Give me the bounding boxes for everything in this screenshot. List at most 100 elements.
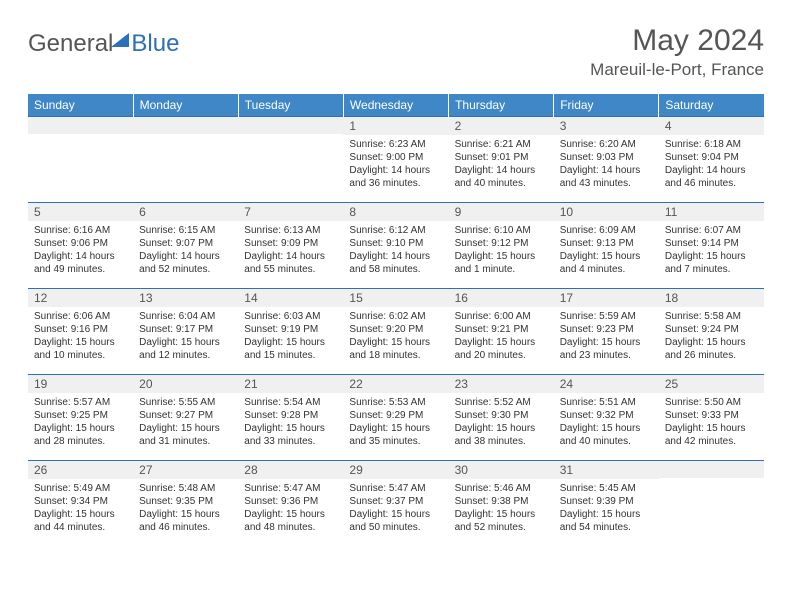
day-number: 25 [659,375,764,393]
calendar-cell: 16Sunrise: 6:00 AMSunset: 9:21 PMDayligh… [449,289,554,375]
day-detail-line: Sunset: 9:29 PM [349,409,442,422]
day-details [133,134,238,194]
day-number: 14 [238,289,343,307]
day-detail-line: Sunset: 9:19 PM [244,323,337,336]
day-number [238,117,343,134]
day-detail-line: Daylight: 14 hours [455,164,548,177]
calendar-cell [238,117,343,203]
day-detail-line: Sunrise: 6:04 AM [139,310,232,323]
day-detail-line: Daylight: 15 hours [665,250,758,263]
day-detail-line: Daylight: 15 hours [349,336,442,349]
day-number: 18 [659,289,764,307]
day-details: Sunrise: 5:49 AMSunset: 9:34 PMDaylight:… [28,479,133,538]
calendar-cell: 5Sunrise: 6:16 AMSunset: 9:06 PMDaylight… [28,203,133,289]
day-detail-line: Sunrise: 6:07 AM [665,224,758,237]
day-detail-line: Sunset: 9:21 PM [455,323,548,336]
calendar-cell: 8Sunrise: 6:12 AMSunset: 9:10 PMDaylight… [343,203,448,289]
day-details [238,134,343,194]
day-detail-line: and 55 minutes. [244,263,337,276]
calendar-cell: 20Sunrise: 5:55 AMSunset: 9:27 PMDayligh… [133,375,238,461]
day-detail-line: Sunrise: 5:58 AM [665,310,758,323]
day-detail-line: Sunrise: 5:50 AM [665,396,758,409]
calendar-cell: 3Sunrise: 6:20 AMSunset: 9:03 PMDaylight… [554,117,659,203]
day-detail-line: and 31 minutes. [139,435,232,448]
day-detail-line: Daylight: 14 hours [560,164,653,177]
day-detail-line: Sunrise: 5:57 AM [34,396,127,409]
day-detail-line: Sunrise: 6:10 AM [455,224,548,237]
day-number: 6 [133,203,238,221]
day-number: 9 [449,203,554,221]
calendar-cell: 15Sunrise: 6:02 AMSunset: 9:20 PMDayligh… [343,289,448,375]
day-detail-line: and 52 minutes. [455,521,548,534]
calendar-cell: 17Sunrise: 5:59 AMSunset: 9:23 PMDayligh… [554,289,659,375]
day-detail-line: Daylight: 15 hours [560,508,653,521]
day-detail-line: Sunset: 9:20 PM [349,323,442,336]
location-subtitle: Mareuil-le-Port, France [590,60,764,80]
month-title: May 2024 [590,24,764,58]
day-details: Sunrise: 5:55 AMSunset: 9:27 PMDaylight:… [133,393,238,452]
day-detail-line: and 54 minutes. [560,521,653,534]
day-detail-line: Sunrise: 6:23 AM [349,138,442,151]
day-details [659,478,764,538]
day-detail-line: Sunset: 9:37 PM [349,495,442,508]
day-number: 29 [343,461,448,479]
day-details: Sunrise: 6:06 AMSunset: 9:16 PMDaylight:… [28,307,133,366]
day-detail-line: Sunset: 9:38 PM [455,495,548,508]
day-detail-line: Daylight: 15 hours [139,336,232,349]
day-number: 10 [554,203,659,221]
day-detail-line: and 33 minutes. [244,435,337,448]
day-details: Sunrise: 6:04 AMSunset: 9:17 PMDaylight:… [133,307,238,366]
day-detail-line: Sunrise: 5:48 AM [139,482,232,495]
day-detail-line: Sunrise: 6:21 AM [455,138,548,151]
calendar-cell: 6Sunrise: 6:15 AMSunset: 9:07 PMDaylight… [133,203,238,289]
day-details: Sunrise: 5:50 AMSunset: 9:33 PMDaylight:… [659,393,764,452]
day-number [659,461,764,478]
day-detail-line: and 4 minutes. [560,263,653,276]
day-detail-line: Daylight: 15 hours [244,508,337,521]
day-detail-line: Daylight: 15 hours [455,508,548,521]
day-number [133,117,238,134]
calendar-cell: 29Sunrise: 5:47 AMSunset: 9:37 PMDayligh… [343,461,448,547]
day-detail-line: Sunset: 9:33 PM [665,409,758,422]
day-details [28,134,133,194]
day-detail-line: Sunrise: 6:03 AM [244,310,337,323]
day-detail-line: and 42 minutes. [665,435,758,448]
day-detail-line: Daylight: 15 hours [34,422,127,435]
calendar-cell: 10Sunrise: 6:09 AMSunset: 9:13 PMDayligh… [554,203,659,289]
day-detail-line: Sunset: 9:14 PM [665,237,758,250]
day-detail-line: Sunset: 9:06 PM [34,237,127,250]
day-detail-line: Sunrise: 6:00 AM [455,310,548,323]
day-details: Sunrise: 6:21 AMSunset: 9:01 PMDaylight:… [449,135,554,194]
logo-text-blue: Blue [131,30,179,58]
day-number: 26 [28,461,133,479]
day-detail-line: Daylight: 15 hours [349,422,442,435]
day-number: 31 [554,461,659,479]
day-detail-line: Sunrise: 6:16 AM [34,224,127,237]
day-details: Sunrise: 5:47 AMSunset: 9:36 PMDaylight:… [238,479,343,538]
day-number: 3 [554,117,659,135]
day-details: Sunrise: 5:54 AMSunset: 9:28 PMDaylight:… [238,393,343,452]
calendar-row: 1Sunrise: 6:23 AMSunset: 9:00 PMDaylight… [28,117,764,203]
day-detail-line: Daylight: 15 hours [455,250,548,263]
day-details: Sunrise: 5:46 AMSunset: 9:38 PMDaylight:… [449,479,554,538]
day-detail-line: Sunset: 9:25 PM [34,409,127,422]
day-detail-line: Sunset: 9:35 PM [139,495,232,508]
day-detail-line: Daylight: 14 hours [34,250,127,263]
day-details: Sunrise: 6:10 AMSunset: 9:12 PMDaylight:… [449,221,554,280]
day-detail-line: and 40 minutes. [455,177,548,190]
day-detail-line: Sunset: 9:17 PM [139,323,232,336]
day-number: 16 [449,289,554,307]
day-detail-line: Sunrise: 6:02 AM [349,310,442,323]
calendar-cell: 11Sunrise: 6:07 AMSunset: 9:14 PMDayligh… [659,203,764,289]
day-detail-line: Sunset: 9:28 PM [244,409,337,422]
day-detail-line: Sunset: 9:10 PM [349,237,442,250]
day-detail-line: Sunrise: 5:45 AM [560,482,653,495]
day-number: 22 [343,375,448,393]
title-block: May 2024 Mareuil-le-Port, France [590,24,764,80]
day-detail-line: Sunset: 9:24 PM [665,323,758,336]
day-details: Sunrise: 5:57 AMSunset: 9:25 PMDaylight:… [28,393,133,452]
day-details: Sunrise: 6:15 AMSunset: 9:07 PMDaylight:… [133,221,238,280]
calendar-cell: 21Sunrise: 5:54 AMSunset: 9:28 PMDayligh… [238,375,343,461]
day-detail-line: Sunrise: 5:54 AM [244,396,337,409]
calendar-cell: 4Sunrise: 6:18 AMSunset: 9:04 PMDaylight… [659,117,764,203]
